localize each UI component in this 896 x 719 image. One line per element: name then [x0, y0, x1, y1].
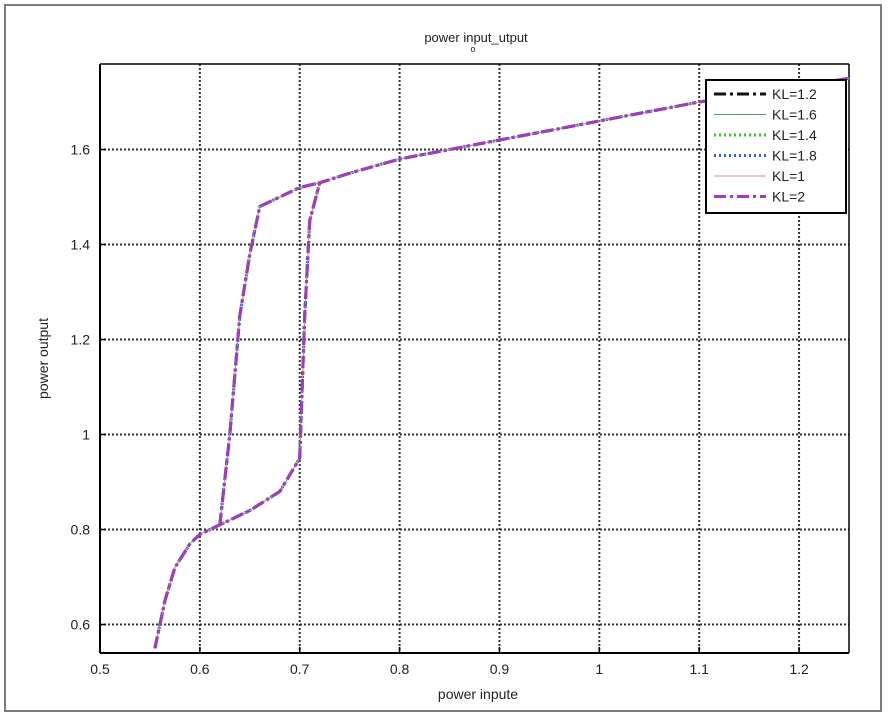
line-chart: 0.5 0.6 0.7 0.8 0.9 1 1.1 1.2 0.6 0.8 1 1.2 1.4 1.6 po… — [35, 30, 850, 702]
y-axis-label: power output — [35, 318, 51, 399]
y-tick-label: 0.8 — [71, 522, 91, 538]
x-tick-label: 0.5 — [90, 661, 110, 677]
y-tick-label: 1.6 — [71, 142, 91, 158]
legend-label: KL=1.2 — [772, 86, 817, 102]
y-tick-label: 1.4 — [71, 237, 91, 253]
legend-label: KL=2 — [772, 189, 805, 205]
y-tick-label: 1.2 — [71, 332, 91, 348]
legend-label: KL=1.4 — [772, 127, 817, 143]
y-tick-label: 1 — [82, 427, 90, 443]
figure-frame: 0.5 0.6 0.7 0.8 0.9 1 1.1 1.2 0.6 0.8 1 1.2 1.4 1.6 po… — [4, 4, 882, 712]
chart-title-subscript: o — [470, 44, 475, 54]
x-tick-label: 0.9 — [490, 661, 510, 677]
x-tick-label: 1.1 — [689, 661, 709, 677]
x-tick-label: 1.2 — [789, 661, 809, 677]
series-line-kl-2 — [153, 76, 850, 649]
legend-label: KL=1.8 — [772, 148, 817, 164]
x-tick-label: 0.8 — [390, 661, 410, 677]
y-tick-label: 0.6 — [71, 617, 91, 633]
legend-box — [705, 79, 847, 214]
x-axis-label: power inpute — [438, 686, 518, 702]
legend-label: KL=1.6 — [772, 107, 817, 123]
legend-label: KL=1 — [772, 168, 805, 184]
chart-title: power input_utput — [424, 30, 528, 45]
x-tick-label: 0.7 — [290, 661, 310, 677]
x-tick-label: 1 — [595, 661, 603, 677]
x-tick-label: 0.6 — [190, 661, 210, 677]
